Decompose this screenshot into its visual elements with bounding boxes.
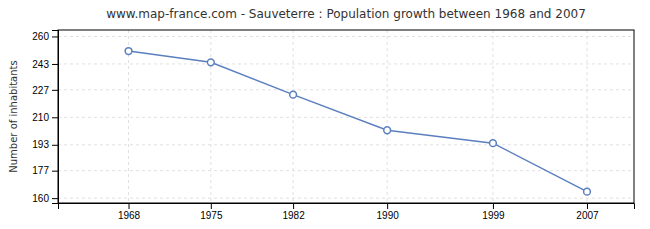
y-axis-title: Number of inhabitants bbox=[8, 60, 19, 172]
tick-label: 260 bbox=[32, 31, 49, 42]
tick: 1975 bbox=[200, 203, 223, 221]
series bbox=[125, 48, 590, 195]
tick: 260 bbox=[32, 31, 58, 42]
tick: 1999 bbox=[482, 203, 505, 221]
grid-line bbox=[293, 30, 294, 203]
grid-line bbox=[492, 30, 493, 203]
grid-line bbox=[586, 30, 587, 203]
tick: 193 bbox=[32, 139, 58, 150]
tick-label: 1999 bbox=[482, 210, 505, 221]
tick: 243 bbox=[32, 59, 58, 70]
marker bbox=[125, 48, 132, 55]
tick: 1990 bbox=[377, 203, 400, 221]
tick-label: 210 bbox=[32, 112, 49, 123]
tick-label: 1982 bbox=[282, 210, 305, 221]
tick-label: 1990 bbox=[377, 210, 400, 221]
tick-mark bbox=[493, 203, 494, 209]
marker bbox=[490, 140, 497, 147]
axis-line bbox=[52, 31, 59, 204]
tick-mark bbox=[52, 171, 58, 172]
title: www.map-france.com - Sauveterre : Popula… bbox=[106, 7, 586, 21]
tick: 160 bbox=[32, 193, 58, 204]
marker bbox=[207, 59, 214, 66]
tick: 177 bbox=[32, 165, 58, 176]
tick-mark bbox=[52, 117, 58, 118]
marker bbox=[290, 91, 297, 98]
grid-line bbox=[58, 198, 634, 199]
plot: 1968 1975 1982 1990 1999 2007 160 177 193 210 227 2… bbox=[32, 30, 634, 221]
grid-line bbox=[58, 36, 634, 37]
y-axis: 160 177 193 210 227 243 260 bbox=[32, 31, 58, 204]
tick-label: 1968 bbox=[118, 210, 141, 221]
grid-line bbox=[210, 30, 211, 203]
tick-mark bbox=[52, 64, 58, 65]
tick-label: 243 bbox=[32, 59, 49, 70]
tick-mark bbox=[52, 36, 58, 37]
tick: 2007 bbox=[576, 203, 599, 221]
chart: 1968 1975 1982 1990 1999 2007 160 177 193 210 227 2… bbox=[0, 0, 650, 229]
tick: 1968 bbox=[118, 203, 141, 221]
tick-mark bbox=[129, 203, 130, 209]
marker bbox=[584, 188, 591, 195]
marker bbox=[384, 127, 391, 134]
tick: 1982 bbox=[282, 203, 305, 221]
tick: 210 bbox=[32, 112, 58, 123]
tick-mark bbox=[52, 198, 58, 199]
x-axis: 1968 1975 1982 1990 1999 2007 bbox=[59, 203, 635, 221]
grid bbox=[58, 30, 634, 203]
plot-frame bbox=[58, 30, 634, 203]
grid-line bbox=[58, 117, 634, 118]
tick-mark bbox=[587, 203, 588, 209]
tick-mark bbox=[211, 203, 212, 209]
grid-line bbox=[58, 63, 634, 64]
grid-line bbox=[58, 144, 634, 145]
tick-mark bbox=[387, 203, 388, 209]
axis-line bbox=[59, 204, 635, 210]
tick-label: 1975 bbox=[200, 210, 223, 221]
tick-label: 227 bbox=[32, 85, 49, 96]
tick-label: 193 bbox=[32, 139, 49, 150]
line bbox=[129, 51, 587, 192]
tick-label: 160 bbox=[32, 193, 49, 204]
tick-mark bbox=[52, 90, 58, 91]
tick: 227 bbox=[32, 85, 58, 96]
grid-line bbox=[128, 30, 129, 203]
tick-mark bbox=[293, 203, 294, 209]
grid-line bbox=[58, 89, 634, 90]
tick-label: 2007 bbox=[576, 210, 599, 221]
tick-mark bbox=[52, 145, 58, 146]
tick-label: 177 bbox=[32, 165, 49, 176]
grid-line bbox=[387, 30, 388, 203]
